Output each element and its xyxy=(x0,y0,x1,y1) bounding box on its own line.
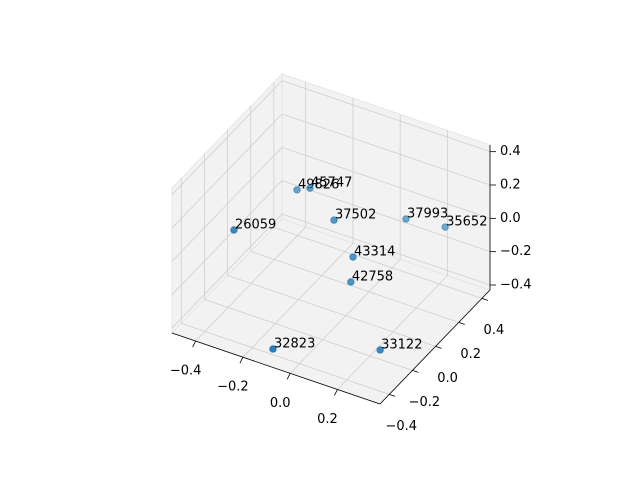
grid-line xyxy=(195,226,306,342)
point-label: 26059 xyxy=(235,217,276,232)
z-tick-label: 0.0 xyxy=(500,211,521,226)
point xyxy=(441,223,449,231)
point xyxy=(330,216,338,224)
tick-mark xyxy=(334,389,338,396)
point xyxy=(402,215,410,223)
x-tick-label: 0.0 xyxy=(270,396,291,411)
tick-mark xyxy=(458,322,465,325)
z-tick-label: 0.4 xyxy=(500,144,521,159)
tick-mark xyxy=(412,370,419,373)
tick-mark xyxy=(389,394,396,397)
grid-line xyxy=(337,275,448,390)
tick-mark xyxy=(239,357,244,364)
point-label: 42758 xyxy=(352,269,393,284)
point-label: 43314 xyxy=(354,245,395,260)
grid-line xyxy=(281,80,491,153)
point-label: 32823 xyxy=(274,336,315,351)
grid-line xyxy=(204,299,413,371)
grid-line xyxy=(181,323,390,395)
point xyxy=(293,186,301,194)
y-tick-label: 0.2 xyxy=(460,347,481,362)
grid-line xyxy=(289,259,401,374)
point-label: 37993 xyxy=(407,206,448,221)
point xyxy=(269,345,277,353)
x-tick-label: −0.2 xyxy=(217,380,249,395)
grid-line xyxy=(242,242,354,358)
point xyxy=(347,278,355,286)
point xyxy=(230,226,238,234)
grid-line xyxy=(227,275,436,347)
point xyxy=(306,184,314,192)
tick-mark xyxy=(286,373,291,380)
grid-line xyxy=(281,146,491,219)
y-tick-label: 0.0 xyxy=(437,371,458,386)
grid-line xyxy=(273,227,483,299)
grid-line xyxy=(250,251,459,323)
axis-line xyxy=(171,332,381,405)
grid-line xyxy=(171,213,283,329)
point-label: 45747 xyxy=(311,176,352,191)
point xyxy=(376,346,384,354)
grid-line xyxy=(281,213,491,286)
grid-line xyxy=(281,113,491,186)
tick-mark xyxy=(481,298,489,301)
tick-mark xyxy=(435,346,442,349)
y-tick-label: 0.4 xyxy=(484,323,505,338)
y-tick-label: −0.4 xyxy=(385,419,417,434)
z-tick-label: −0.2 xyxy=(500,244,532,259)
grid-line xyxy=(171,147,283,262)
grid-line xyxy=(171,80,283,195)
x-tick-label: 0.2 xyxy=(317,412,338,427)
grid-line xyxy=(281,180,491,253)
point-label: 37502 xyxy=(335,208,376,223)
grid-line xyxy=(171,113,283,229)
point xyxy=(349,253,357,261)
point-label: 33122 xyxy=(381,337,422,352)
point-label: 35652 xyxy=(446,215,487,230)
tick-mark xyxy=(192,340,196,348)
z-tick-label: 0.2 xyxy=(500,178,521,193)
axis-line xyxy=(379,289,491,405)
z-tick-label: −0.4 xyxy=(500,278,532,293)
x-tick-label: −0.4 xyxy=(170,364,202,379)
grid-line xyxy=(171,180,283,295)
y-tick-label: −0.2 xyxy=(409,395,441,410)
